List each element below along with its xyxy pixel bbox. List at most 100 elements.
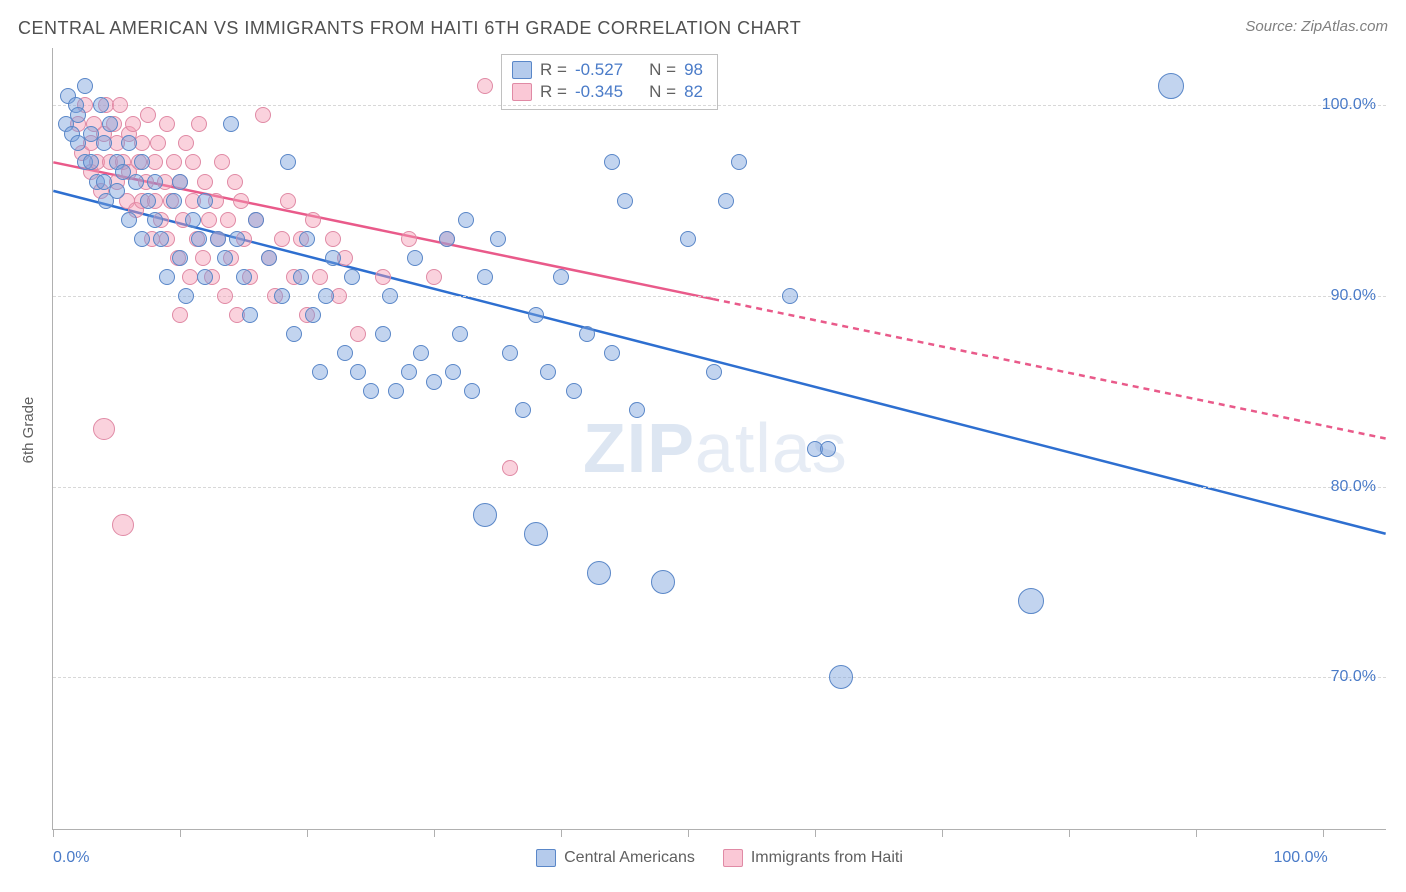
pink-point <box>150 135 166 151</box>
pink-point <box>185 154 201 170</box>
blue-point <box>473 503 497 527</box>
x-tick <box>1323 829 1324 837</box>
blue-point <box>1018 588 1044 614</box>
blue-point <box>350 364 366 380</box>
scatter-plot: ZIPatlas R = -0.527 N = 98 R = -0.345 N … <box>52 48 1386 830</box>
source-attribution: Source: ZipAtlas.com <box>1245 18 1388 35</box>
x-tick <box>180 829 181 837</box>
blue-point <box>242 307 258 323</box>
blue-point <box>375 326 391 342</box>
blue-point <box>382 288 398 304</box>
gridline <box>53 296 1386 297</box>
gridline <box>53 487 1386 488</box>
blue-point <box>337 345 353 361</box>
blue-point <box>604 154 620 170</box>
pink-point <box>220 212 236 228</box>
blue-point <box>477 269 493 285</box>
stats-row-blue: R = -0.527 N = 98 <box>512 59 703 81</box>
chart-title: CENTRAL AMERICAN VS IMMIGRANTS FROM HAIT… <box>18 18 801 39</box>
blue-point <box>166 193 182 209</box>
trend-lines <box>53 48 1386 829</box>
pink-point <box>255 107 271 123</box>
blue-point <box>426 374 442 390</box>
legend-item-pink: Immigrants from Haiti <box>723 849 903 867</box>
stats-row-pink: R = -0.345 N = 82 <box>512 81 703 103</box>
blue-point <box>178 288 194 304</box>
pink-point <box>125 116 141 132</box>
pink-point <box>197 174 213 190</box>
blue-point <box>191 231 207 247</box>
pink-point <box>214 154 230 170</box>
blue-point <box>363 383 379 399</box>
blue-point <box>617 193 633 209</box>
blue-point <box>70 107 86 123</box>
blue-point <box>566 383 582 399</box>
blue-point <box>706 364 722 380</box>
pink-point <box>182 269 198 285</box>
blue-point <box>197 269 213 285</box>
legend-item-blue: Central Americans <box>536 849 695 867</box>
swatch-pink-icon <box>512 83 532 101</box>
pink-point <box>112 97 128 113</box>
blue-point <box>820 441 836 457</box>
blue-point <box>128 174 144 190</box>
blue-point <box>731 154 747 170</box>
y-tick-label: 80.0% <box>1331 478 1376 496</box>
blue-point <box>325 250 341 266</box>
stats-legend-box: R = -0.527 N = 98 R = -0.345 N = 82 <box>501 54 718 110</box>
blue-point <box>96 135 112 151</box>
blue-point <box>147 212 163 228</box>
blue-point <box>299 231 315 247</box>
pink-point <box>159 116 175 132</box>
pink-point <box>201 212 217 228</box>
pink-point <box>166 154 182 170</box>
swatch-blue-icon <box>536 849 556 867</box>
blue-point <box>229 231 245 247</box>
x-tick <box>307 829 308 837</box>
bottom-legend: Central Americans Immigrants from Haiti <box>53 849 1386 867</box>
blue-point <box>458 212 474 228</box>
blue-point <box>305 307 321 323</box>
blue-point <box>102 116 118 132</box>
blue-point <box>464 383 480 399</box>
pink-point <box>280 193 296 209</box>
blue-point <box>604 345 620 361</box>
blue-point <box>452 326 468 342</box>
blue-point <box>293 269 309 285</box>
blue-point <box>236 269 252 285</box>
blue-point <box>1158 73 1184 99</box>
pink-point <box>350 326 366 342</box>
blue-point <box>121 212 137 228</box>
blue-point <box>140 193 156 209</box>
blue-point <box>185 212 201 228</box>
blue-point <box>439 231 455 247</box>
pink-point <box>274 231 290 247</box>
blue-point <box>490 231 506 247</box>
y-tick-label: 70.0% <box>1331 668 1376 686</box>
blue-point <box>553 269 569 285</box>
x-tick-label: 100.0% <box>1273 849 1327 867</box>
blue-point <box>587 561 611 585</box>
x-tick <box>1196 829 1197 837</box>
x-tick <box>561 829 562 837</box>
blue-point <box>147 174 163 190</box>
blue-point <box>153 231 169 247</box>
gridline <box>53 105 1386 106</box>
x-tick <box>1069 829 1070 837</box>
x-tick <box>53 829 54 837</box>
blue-point <box>261 250 277 266</box>
pink-point <box>477 78 493 94</box>
blue-point <box>83 154 99 170</box>
blue-point <box>680 231 696 247</box>
blue-point <box>401 364 417 380</box>
blue-point <box>413 345 429 361</box>
blue-point <box>172 174 188 190</box>
blue-point <box>312 364 328 380</box>
swatch-blue-icon <box>512 61 532 79</box>
pink-point <box>426 269 442 285</box>
pink-point <box>191 116 207 132</box>
blue-point <box>445 364 461 380</box>
blue-point <box>93 97 109 113</box>
blue-point <box>718 193 734 209</box>
x-tick <box>815 829 816 837</box>
